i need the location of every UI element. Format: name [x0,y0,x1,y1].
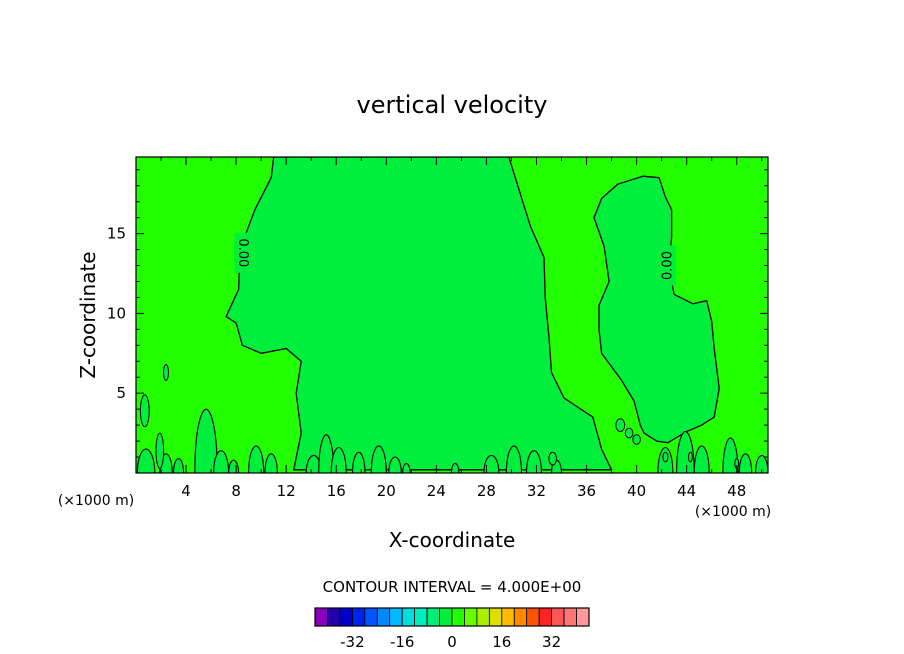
colorbar-swatch [501,607,515,627]
contour-label: 0.00 [235,238,250,267]
contour-labels: 0.00 0.00 [234,232,676,286]
y-tick-label: 15 [107,225,126,243]
small-contour [624,427,634,439]
colorbar-swatch [526,607,540,627]
colorbar-swatch [426,607,440,627]
colorbar-swatch [314,607,328,627]
surface-cell [483,454,500,473]
y-axis-ticks: 5 10 15 [107,169,768,458]
colorbar-swatch [576,607,590,627]
surface-cell [351,451,366,473]
x-tick-label: 48 [727,482,746,500]
surface-cell [194,408,218,473]
x-tick-label: 28 [477,482,496,500]
colorbar-swatch [488,607,503,627]
colorbar-swatch [339,607,353,627]
surface-cell [388,456,402,473]
small-contour [615,418,626,433]
small-contour [548,451,558,466]
colorbar-swatch [439,607,453,627]
surface-cell [402,462,411,473]
colorbar-labels: -32 -16 0 16 32 [340,633,561,651]
y-tick-label: 5 [116,384,126,402]
colorbar-tick-label: 16 [492,633,511,651]
colorbar-swatch [376,607,391,627]
surface-cell [693,445,710,473]
colorbar-tick-label: 0 [447,633,457,651]
x-tick-label: 16 [327,482,346,500]
colorbar-swatch [513,607,528,627]
x-unit-label-left: (×1000 m) [58,493,134,509]
small-contour [632,434,641,445]
colorbar-frame [314,607,590,627]
surface-cell [525,450,543,473]
x-tick-label: 32 [527,482,546,500]
small-contour [155,432,165,469]
colorbar-swatch [364,607,378,627]
surface-cell [136,448,156,473]
colorbar-swatch [563,607,577,627]
surface-cell [738,453,753,473]
colorbar-swatch [351,607,366,627]
x-tick-label: 44 [677,482,696,500]
contour-label-bg [659,245,676,286]
x-tick-label: 36 [577,482,596,500]
y-tick-label: 10 [107,304,126,322]
contour-region-central-updraft [225,157,613,471]
surface-cell [248,445,265,473]
surface-cell [505,445,523,473]
x-tick-label: 20 [377,482,396,500]
small-contour [139,394,150,428]
colorbar-swatch [389,607,403,627]
small-contour [163,364,169,381]
colorbar-swatch [327,607,341,627]
colorbar-swatch [401,607,416,627]
colorbar-swatch [451,607,465,627]
colorbar-swatch [551,607,565,627]
small-contour [688,451,693,463]
contour-interval-label: CONTOUR INTERVAL = 4.000E+00 [323,578,582,596]
x-axis-label: X-coordinate [389,528,516,552]
x-tick-label: 40 [627,482,646,500]
contour-regions [225,157,720,471]
colorbar [314,607,590,627]
contour-label-bg [234,232,251,273]
x-unit-label-right: (×1000 m) [695,504,771,520]
surface-cell [450,462,460,473]
x-tick-label: 8 [231,482,241,500]
colorbar-tick-label: 32 [542,633,561,651]
contour-label: 0.00 [660,251,675,280]
surface-cell [172,458,185,473]
small-contour [662,451,669,463]
surface-cell [370,445,387,473]
surface-cell [676,430,695,473]
colorbar-swatch [464,607,478,627]
colorbar-tick-label: -32 [340,633,365,651]
surface-cell [330,446,347,473]
chart-title: vertical velocity [357,91,548,119]
plot-frame [135,156,769,474]
colorbar-swatch [476,607,490,627]
colorbar-tick-label: -16 [390,633,415,651]
surface-cell [264,453,278,473]
x-axis-ticks: 4 8 12 16 20 24 28 32 36 40 44 48 [160,157,763,500]
y-axis-label: Z-coordinate [76,251,100,378]
x-tick-label: 12 [277,482,296,500]
plot-area: 0.00 0.00 [135,156,769,474]
colorbar-swatch [538,607,553,627]
x-tick-label: 24 [427,482,446,500]
x-tick-label: 4 [181,482,191,500]
colorbar-swatch [414,607,428,627]
surface-cell [213,450,230,473]
